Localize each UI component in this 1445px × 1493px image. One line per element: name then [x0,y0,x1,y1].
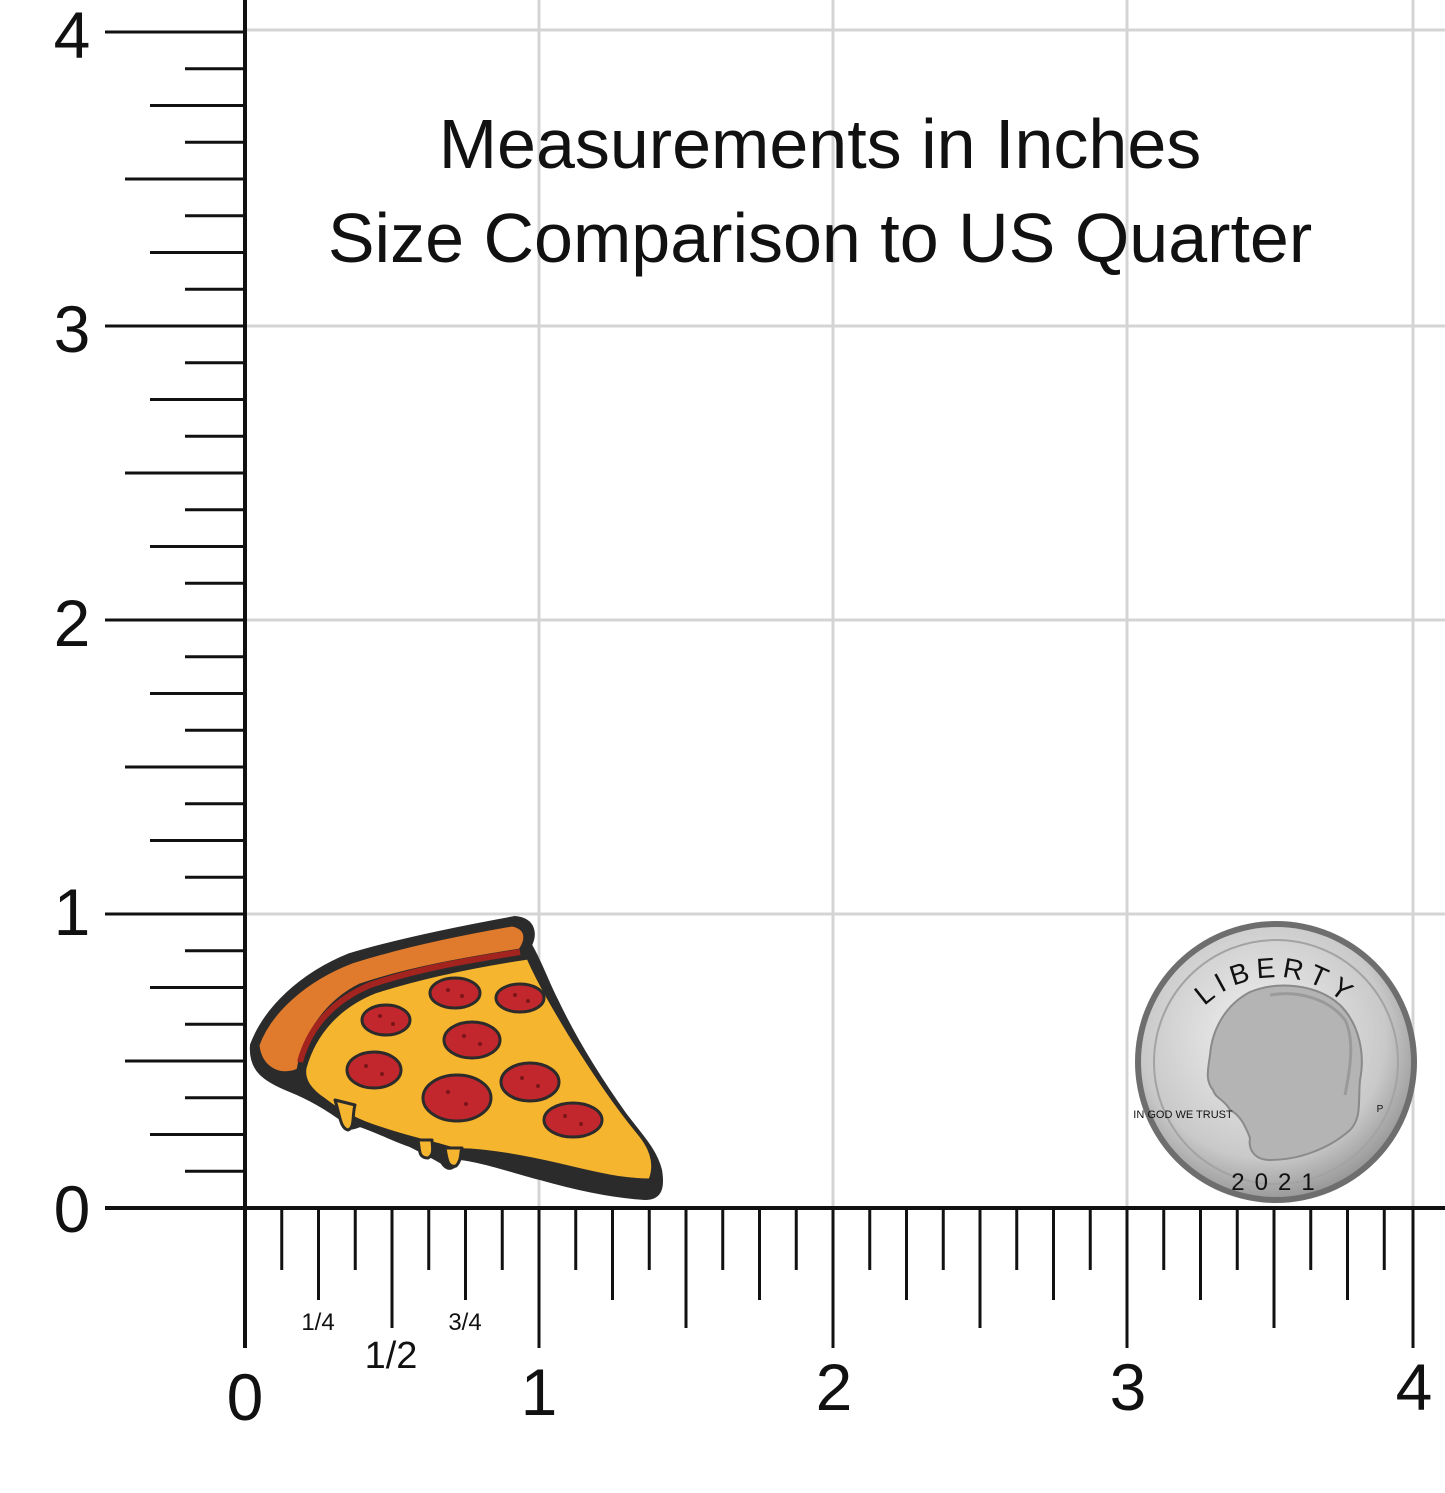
y-label-0: 0 [54,1172,91,1246]
quarter-year: 2021 [1231,1169,1324,1196]
grid-lines [245,0,1445,1208]
rulers [105,0,1445,1348]
fraction-label-quarter: 1/4 [301,1309,334,1336]
y-label-2: 2 [54,586,91,660]
x-label-0: 0 [227,1360,264,1434]
fraction-label-half: 1/2 [365,1335,418,1377]
y-label-1: 1 [54,875,91,949]
x-label-3: 3 [1110,1350,1147,1424]
us-quarter-icon: LIBERTY IN GOD WE TRUST 2021 P [1133,921,1417,1203]
quarter-motto: IN GOD WE TRUST [1133,1109,1233,1121]
y-label-3: 3 [54,292,91,366]
heading-line-2: Size Comparison to US Quarter [328,199,1312,277]
quarter-mint-mark: P [1377,1104,1384,1115]
x-label-1: 1 [521,1355,558,1429]
heading-line-1: Measurements in Inches [439,105,1202,183]
x-label-4: 4 [1396,1350,1433,1424]
y-label-4: 4 [54,0,91,72]
x-label-2: 2 [816,1350,853,1424]
fraction-label-three-quarter: 3/4 [448,1309,481,1336]
pizza-slice-icon [249,916,664,1200]
